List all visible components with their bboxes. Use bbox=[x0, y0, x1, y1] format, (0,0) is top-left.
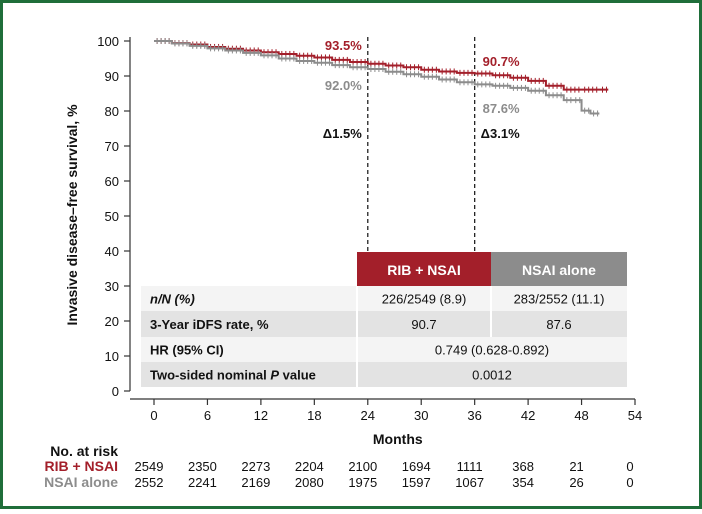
at-risk-value: 2169 bbox=[241, 475, 270, 490]
table-header-nsai-bg bbox=[491, 252, 627, 286]
y-tick-label: 100 bbox=[97, 34, 119, 49]
table-cell-nsai: 87.6 bbox=[546, 317, 571, 332]
label-part-italic: P bbox=[270, 368, 279, 383]
x-tick-label: 30 bbox=[414, 408, 428, 423]
y-tick-label: 30 bbox=[105, 279, 119, 294]
y-tick-label: 10 bbox=[105, 349, 119, 364]
table-cell-merged: 0.749 (0.628-0.892) bbox=[435, 343, 549, 358]
at-risk-value: 2100 bbox=[348, 459, 377, 474]
y-tick-label: 20 bbox=[105, 314, 119, 329]
table-row-label: HR (95% CI) bbox=[150, 343, 224, 358]
at-risk-title: No. at risk bbox=[50, 443, 118, 459]
table-row-bg bbox=[141, 286, 627, 311]
x-tick-label: 36 bbox=[467, 408, 481, 423]
at-risk-row-name: NSAI alone bbox=[44, 474, 118, 490]
at-risk-value: 0 bbox=[626, 475, 633, 490]
at-risk-value: 2241 bbox=[188, 475, 217, 490]
y-tick-label: 90 bbox=[105, 69, 119, 84]
x-tick-label: 42 bbox=[521, 408, 535, 423]
at-risk-value: 1111 bbox=[457, 459, 483, 474]
x-tick-label: 0 bbox=[150, 408, 157, 423]
y-tick-label: 0 bbox=[112, 384, 119, 399]
landmark-delta-label: Δ3.1% bbox=[481, 126, 520, 141]
table-row-label: n/N (%) bbox=[150, 292, 195, 307]
landmark-rib-label: 90.7% bbox=[483, 54, 520, 69]
x-tick-label: 24 bbox=[361, 408, 375, 423]
at-risk-value: 2080 bbox=[295, 475, 324, 490]
table-row-bg bbox=[141, 311, 627, 337]
y-tick-label: 60 bbox=[105, 174, 119, 189]
x-axis-title: Months bbox=[373, 431, 423, 447]
x-tick-label: 18 bbox=[307, 408, 321, 423]
at-risk-value: 26 bbox=[569, 475, 583, 490]
y-tick-label: 40 bbox=[105, 244, 119, 259]
at-risk-row-name: RIB + NSAI bbox=[44, 458, 118, 474]
table-cell-merged: 0.0012 bbox=[472, 368, 512, 383]
landmark-nsai-label: 87.6% bbox=[483, 101, 520, 116]
at-risk-value: 2350 bbox=[188, 459, 217, 474]
x-tick-label: 54 bbox=[628, 408, 642, 423]
landmark-rib-label: 93.5% bbox=[325, 38, 362, 53]
at-risk-value: 1067 bbox=[455, 475, 484, 490]
at-risk-value: 2549 bbox=[135, 459, 164, 474]
table-cell-rib: 90.7 bbox=[411, 317, 436, 332]
table-row-bg bbox=[141, 337, 627, 362]
x-tick-label: 6 bbox=[204, 408, 211, 423]
at-risk-value: 1694 bbox=[402, 459, 431, 474]
table-cell-nsai: 283/2552 (11.1) bbox=[514, 292, 605, 307]
landmark-nsai-label: 92.0% bbox=[325, 78, 362, 93]
at-risk-value: 21 bbox=[569, 459, 583, 474]
label-part: Two-sided nominal bbox=[150, 368, 270, 383]
at-risk-value: 2204 bbox=[295, 459, 324, 474]
at-risk-value: 2273 bbox=[241, 459, 270, 474]
y-tick-label: 50 bbox=[105, 209, 119, 224]
at-risk-value: 1975 bbox=[348, 475, 377, 490]
at-risk-value: 354 bbox=[512, 475, 534, 490]
x-tick-label: 48 bbox=[574, 408, 588, 423]
y-tick-label: 80 bbox=[105, 104, 119, 119]
table-header-rib-bg bbox=[357, 252, 491, 286]
series-line-nsai bbox=[154, 40, 600, 115]
y-tick-label: 70 bbox=[105, 139, 119, 154]
landmark-delta-label: Δ1.5% bbox=[323, 126, 362, 141]
table-header-nsai: NSAI alone bbox=[522, 262, 596, 278]
table-row-label: Two-sided nominal P value bbox=[150, 368, 316, 383]
table-row-bg bbox=[141, 362, 627, 387]
table-row-label: 3-Year iDFS rate, % bbox=[150, 317, 269, 332]
table-cell-rib: 226/2549 (8.9) bbox=[382, 292, 467, 307]
at-risk-value: 368 bbox=[512, 459, 534, 474]
at-risk-value: 2552 bbox=[135, 475, 164, 490]
label-part: value bbox=[279, 368, 316, 383]
at-risk-value: 0 bbox=[626, 459, 633, 474]
table-header-rib: RIB + NSAI bbox=[387, 262, 461, 278]
at-risk-value: 1597 bbox=[402, 475, 431, 490]
x-tick-label: 12 bbox=[254, 408, 268, 423]
y-axis-title: Invasive disease–free survival, % bbox=[64, 104, 80, 326]
